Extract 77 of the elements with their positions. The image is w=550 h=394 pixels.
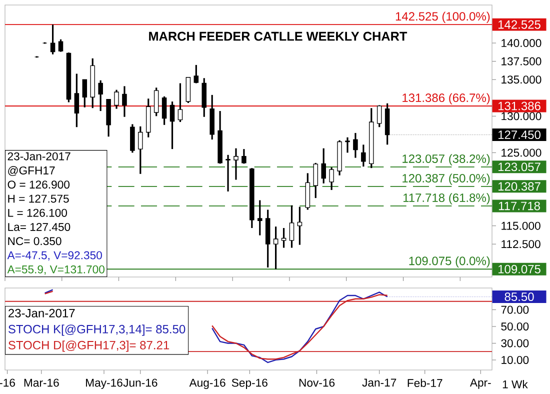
annotation: 23-Jan-2017 (8, 152, 70, 160)
candlestick (321, 148, 326, 184)
x-tick-label: Mar-16 (24, 378, 59, 387)
text: MARCH FEEDER CATLLE WEEKLY CHART (149, 32, 408, 41)
text: STOCH K[@GFH17,3,14]= 85.50 (8, 324, 186, 336)
candlestick (194, 64, 199, 84)
candlestick (226, 154, 230, 192)
candlestick (345, 136, 350, 154)
x-tick-label: Feb-17 (408, 378, 442, 388)
candlestick (154, 86, 159, 117)
x-tick-label: Aug-16 (189, 378, 226, 389)
y-tick-label: 109.075 (498, 264, 540, 274)
y-tick-label: 117.718 (498, 202, 540, 210)
candlestick (130, 123, 135, 154)
annotation: O = 126.900 (8, 180, 70, 189)
candlestick (289, 204, 294, 249)
candlestick (50, 24, 56, 56)
legend-title: 23-Jan-2017 (8, 308, 75, 318)
y-tick-label: 140.000 (502, 39, 542, 48)
y-tick-label: 131.386 (498, 102, 540, 110)
candlestick (234, 148, 238, 181)
text: STOCH D[@GFH17,3]= 87.21 (8, 340, 170, 352)
candlestick (114, 89, 119, 110)
candlestick (74, 72, 80, 128)
ref-line-label: 120.387 (50.0%) (402, 174, 490, 185)
candlestick (82, 78, 88, 108)
annotation: 127.450 (498, 130, 540, 140)
candlestick (122, 85, 127, 118)
text: 1 Wk (502, 380, 528, 388)
candlestick (313, 162, 318, 199)
candlestick (361, 144, 366, 168)
candlestick (376, 104, 382, 128)
candlestick (258, 199, 262, 236)
candlestick (273, 226, 278, 270)
annotation: La= 127.450 (8, 222, 70, 231)
annotation: A=55.9, V=131.700 (7, 265, 104, 275)
annotation: A=-47.5, V=92.350 (7, 251, 102, 261)
y-tick-label: 120.387 (498, 182, 540, 191)
y-tick-label: 30.00 (501, 339, 529, 348)
annotation: @GFH17 (8, 166, 55, 176)
ref-line-label: 131.386 (66.7%) (402, 93, 490, 104)
annotation: L = 126.100 (8, 208, 67, 217)
x-tick-label: Sep-16 (232, 378, 268, 389)
candlestick (281, 227, 286, 249)
x-tick-label: May-16 (86, 378, 122, 389)
y-tick-label: 125.000 (502, 148, 542, 157)
candlestick (329, 166, 334, 191)
y-tick-label: 130.000 (502, 112, 542, 120)
y-tick-label: 50.00 (501, 322, 529, 330)
x-tick-label: -16 (0, 378, 15, 387)
y-tick-label: 142.525 (498, 20, 540, 29)
y-tick-label: 112.500 (502, 240, 540, 248)
candlestick (98, 80, 103, 112)
candlestick (58, 38, 64, 53)
ref-line-label: 109.075 (0.0%) (409, 256, 490, 268)
ref-line-label: 142.525 (100.0%) (396, 12, 490, 23)
y-tick-label: 70.00 (501, 306, 529, 314)
candlestick (242, 148, 246, 164)
ref-line-label: 123.057 (38.2%) (402, 154, 490, 166)
candlestick (138, 126, 143, 175)
x-tick-label: Nov-16 (299, 378, 335, 387)
annotation: 85.50 (504, 292, 534, 302)
annotation: H = 127.575 (8, 194, 69, 203)
candlestick (162, 96, 167, 126)
x-tick-label: Jun-16 (123, 378, 158, 387)
y-tick-label: 10.00 (502, 356, 529, 364)
x-tick-label: Apr- (470, 378, 491, 389)
candlestick (353, 132, 358, 159)
candlestick (178, 82, 183, 123)
y-tick-label: 137.500 (502, 57, 542, 66)
ref-line-label: 117.718 (61.8%) (403, 193, 490, 204)
x-tick-label: Jan-17 (362, 378, 396, 387)
y-tick-label: 135.000 (502, 76, 542, 84)
y-tick-label: 123.057 (498, 162, 540, 172)
y-tick-label: 115.000 (502, 222, 540, 230)
annotation: NC= 0.350 (8, 237, 62, 246)
candlestick (170, 100, 175, 150)
